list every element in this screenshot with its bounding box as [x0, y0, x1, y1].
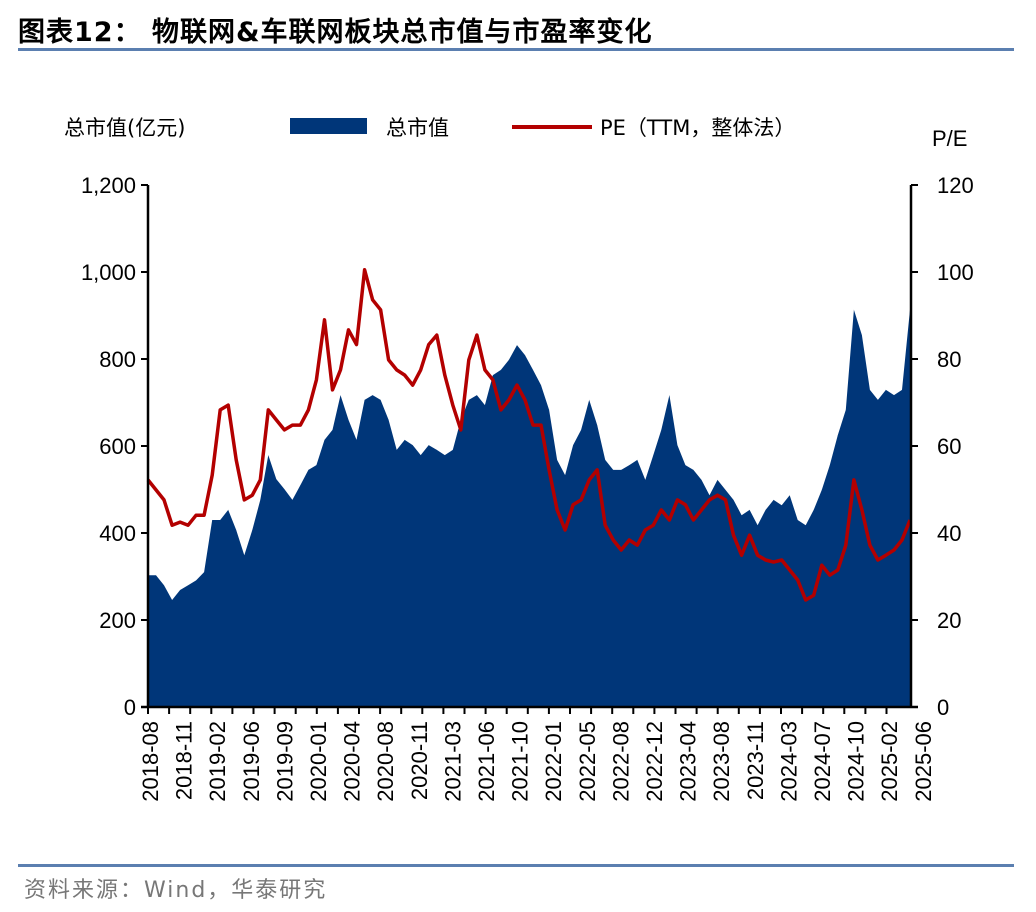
- x-tick-label: 2025-02: [877, 721, 902, 802]
- right-tick-label: 0: [937, 695, 949, 720]
- x-tick-label: 2023-08: [709, 721, 734, 802]
- x-tick-label: 2018-08: [138, 721, 163, 802]
- title-rule: [18, 48, 1014, 51]
- right-tick-label: 100: [937, 260, 974, 285]
- legend: 总市值(亿元) 总市值 PE（TTM，整体法） P/E: [64, 116, 967, 151]
- legend-swatch-market-value: [290, 118, 367, 134]
- right-axis-label: P/E: [932, 126, 967, 151]
- x-tick-label: 2023-11: [743, 721, 768, 800]
- x-tick-label: 2024-07: [810, 721, 835, 802]
- left-tick-label: 200: [99, 608, 136, 633]
- left-tick-label: 400: [99, 521, 136, 546]
- right-tick-label: 40: [937, 521, 961, 546]
- legend-label-market-value: 总市值: [386, 116, 449, 140]
- source-note: 资料来源：Wind，华泰研究: [24, 878, 328, 903]
- x-tick-label: 2021-06: [474, 721, 499, 802]
- right-tick-label: 60: [937, 434, 961, 459]
- right-tick-label: 80: [937, 347, 961, 372]
- x-tick-label: 2021-10: [508, 721, 533, 802]
- x-tick-label: 2018-11: [172, 721, 197, 800]
- x-tick-label: 2025-06: [911, 721, 936, 802]
- left-axis-label: 总市值(亿元): [64, 116, 185, 140]
- x-tick-label: 2020-11: [407, 721, 432, 800]
- left-tick-label: 0: [124, 695, 136, 720]
- figure-title: 图表12： 物联网&车联网板块总市值与市盈率变化: [18, 17, 653, 48]
- x-tick-label: 2019-06: [239, 721, 264, 802]
- x-tick-label: 2024-10: [844, 721, 869, 802]
- line-series-pe: [146, 268, 912, 602]
- x-tick-label: 2022-01: [541, 721, 566, 802]
- x-tick-label: 2020-01: [306, 721, 331, 802]
- left-tick-label: 1,000: [81, 260, 136, 285]
- area-series-market-value: [148, 309, 910, 707]
- right-tick-label: 20: [937, 608, 961, 633]
- left-tick-label: 800: [99, 347, 136, 372]
- x-tick-label: 2023-04: [676, 721, 701, 802]
- x-tick-label: 2020-08: [373, 721, 398, 802]
- x-tick-label: 2022-05: [575, 721, 600, 802]
- x-tick-label: 2022-08: [608, 721, 633, 802]
- x-tick-label: 2024-03: [776, 721, 801, 802]
- x-tick-label: 2020-04: [340, 721, 365, 802]
- left-tick-label: 1,200: [81, 173, 136, 198]
- legend-label-pe: PE（TTM，整体法）: [600, 116, 795, 140]
- x-tick-label: 2022-12: [642, 721, 667, 802]
- x-tick-label: 2021-03: [440, 721, 465, 802]
- right-tick-label: 120: [937, 173, 974, 198]
- x-tick-label: 2019-09: [272, 721, 297, 802]
- source-rule: [18, 864, 1014, 867]
- x-tick-label: 2019-02: [205, 721, 230, 802]
- left-tick-label: 600: [99, 434, 136, 459]
